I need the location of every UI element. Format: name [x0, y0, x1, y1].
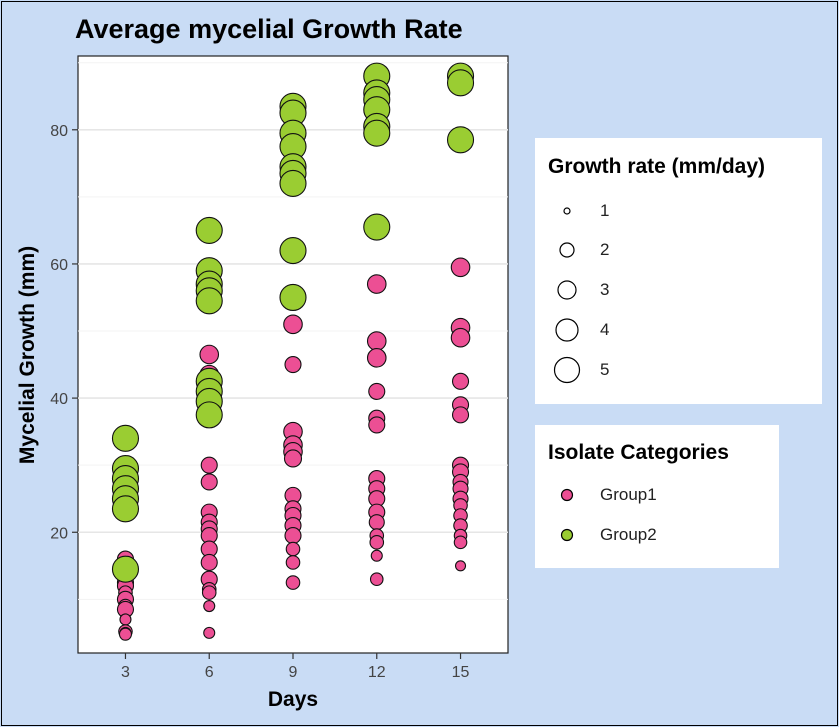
size-legend-label: 2 [600, 240, 610, 259]
group2-point [363, 213, 391, 241]
group2-point [279, 169, 307, 197]
group2-point [111, 495, 140, 523]
group1-point [366, 348, 387, 368]
group2-key [560, 528, 574, 542]
group1-point [285, 541, 301, 557]
group1-point [118, 627, 133, 641]
group1-point [369, 535, 385, 550]
group2-label: Group2 [600, 525, 657, 544]
size-key-1 [563, 207, 571, 215]
y-axis-ticks: 20 40 60 80 [50, 123, 78, 542]
x-axis-ticks: 3 6 9 12 15 [121, 653, 470, 681]
y-tick-label: 20 [50, 525, 68, 542]
group1-point [284, 527, 302, 545]
y-tick-label: 80 [50, 123, 68, 140]
group1-point [369, 572, 384, 587]
group1-point [285, 555, 301, 570]
group1-point [370, 549, 383, 562]
size-legend: Growth rate (mm/day) 1 2 3 4 5 [535, 138, 822, 404]
group1-point [283, 314, 303, 335]
x-tick-label: 12 [368, 664, 386, 681]
group1-point [199, 344, 220, 365]
group2-point [111, 555, 140, 583]
group1-point [366, 331, 387, 351]
group1-point [368, 382, 386, 400]
group2-point [446, 126, 475, 154]
group1-point [285, 575, 301, 590]
size-legend-label: 1 [600, 201, 610, 220]
y-tick-label: 40 [50, 391, 68, 408]
group1-point [203, 599, 216, 613]
group1-point [454, 560, 467, 572]
y-axis-label: Mycelial Growth (mm) [16, 246, 39, 464]
group1-point [450, 327, 471, 348]
group2-point [111, 424, 140, 452]
group1-point [200, 456, 218, 474]
x-tick-label: 9 [289, 664, 298, 681]
group2-point [195, 401, 223, 429]
group1-point [451, 406, 470, 424]
size-legend-title: Growth rate (mm/day) [548, 155, 766, 178]
size-legend-label: 5 [600, 360, 610, 379]
chart-title: Average mycelial Growth Rate [75, 14, 463, 44]
group1-point [284, 356, 302, 374]
group2-point [363, 119, 391, 147]
group1-point [200, 473, 218, 491]
group1-point [283, 449, 303, 468]
group1-key [560, 488, 574, 502]
x-axis-label: Days [268, 688, 318, 711]
group1-point [203, 626, 216, 639]
group1-point [368, 416, 386, 434]
x-tick-label: 3 [121, 664, 130, 681]
group2-point [279, 283, 307, 312]
size-key-3 [557, 280, 577, 300]
group1-point [453, 535, 468, 550]
group2-point [446, 69, 475, 97]
group1-point [451, 372, 470, 390]
group1-point [366, 274, 387, 294]
x-tick-label: 6 [205, 664, 214, 681]
group2-point [279, 236, 307, 265]
color-legend: Isolate Categories Group1 Group2 [535, 425, 779, 568]
group2-point [195, 287, 223, 315]
data-points [111, 62, 475, 641]
size-key-2 [559, 242, 575, 258]
group1-point [119, 613, 132, 626]
group1-point [368, 514, 385, 531]
size-legend-label: 3 [600, 280, 610, 299]
y-tick-label: 60 [50, 257, 68, 274]
color-legend-title: Isolate Categories [548, 441, 729, 464]
group1-label: Group1 [600, 485, 657, 504]
x-tick-label: 15 [452, 664, 470, 681]
size-key-4 [555, 318, 579, 342]
size-key-5 [553, 356, 581, 384]
group1-point [201, 585, 217, 600]
group2-point [195, 216, 223, 244]
group1-point [450, 257, 471, 278]
size-legend-label: 4 [600, 320, 610, 339]
group1-point [200, 553, 218, 571]
